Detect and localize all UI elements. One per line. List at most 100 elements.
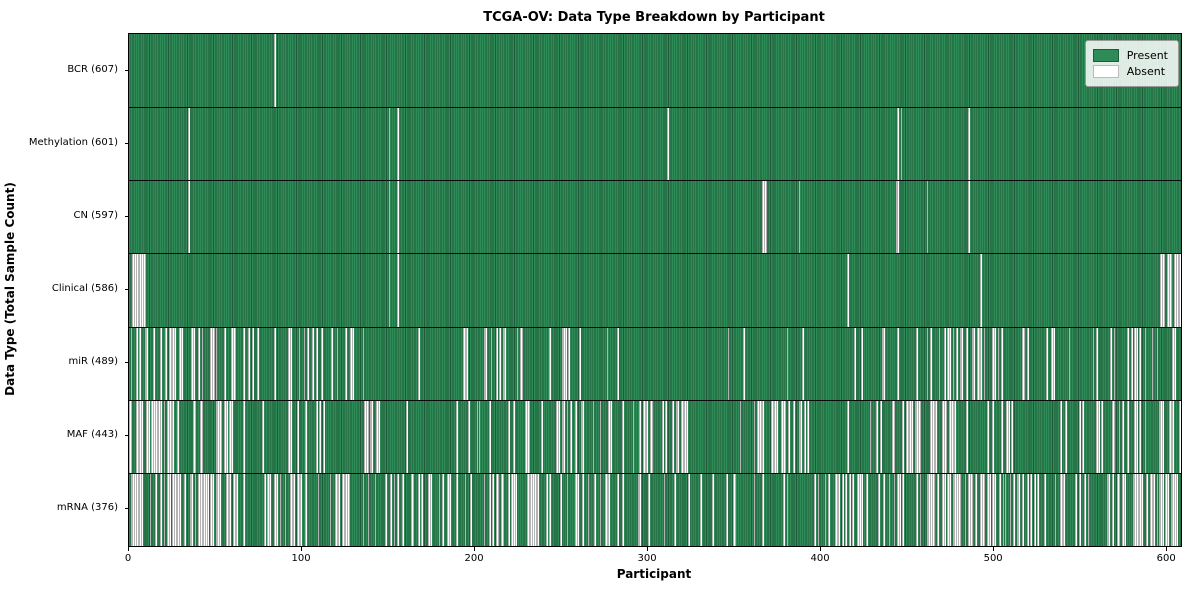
absent-mark [712, 473, 714, 546]
absent-mark [201, 473, 204, 546]
absent-mark [1006, 400, 1008, 473]
absent-mark [1167, 254, 1169, 327]
absent-mark [469, 473, 472, 546]
y-tick-label-miR: miR (489) [68, 356, 118, 368]
absent-mark [563, 327, 566, 400]
absent-mark [644, 400, 647, 473]
absent-mark [442, 473, 444, 546]
absent-mark [462, 327, 465, 400]
absent-mark [1136, 327, 1138, 400]
absent-mark [956, 327, 958, 400]
absent-mark [212, 327, 214, 400]
absent-mark [530, 473, 533, 546]
absent-mark [1052, 327, 1055, 400]
absent-mark [964, 473, 967, 546]
absent-mark [876, 400, 879, 473]
x-tick-mark [1165, 547, 1167, 551]
absent-mark [1111, 400, 1114, 473]
absent-mark [141, 400, 143, 473]
absent-mark [949, 400, 951, 473]
absent-mark [883, 473, 886, 546]
absent-mark [684, 400, 687, 473]
absent-mark [130, 400, 133, 473]
absent-mark [322, 400, 325, 473]
absent-mark [727, 327, 730, 400]
absent-mark [1110, 327, 1112, 400]
absent-mark [199, 400, 202, 473]
absent-mark [836, 473, 839, 546]
absent-mark [879, 400, 882, 473]
absent-mark [1160, 254, 1162, 327]
absent-mark [847, 400, 849, 473]
absent-mark [1151, 327, 1154, 400]
absent-mark [966, 327, 969, 400]
absent-mark [1174, 473, 1176, 546]
absent-mark [502, 327, 505, 400]
y-tick-mark [125, 435, 129, 437]
absent-mark [148, 400, 150, 473]
absent-mark [1161, 400, 1164, 473]
absent-mark [935, 400, 938, 473]
absent-mark [205, 473, 207, 546]
absent-mark [1134, 327, 1136, 400]
absent-mark [348, 473, 351, 546]
absent-mark [582, 473, 585, 546]
absent-mark [224, 327, 226, 400]
absent-mark [841, 473, 844, 546]
absent-mark [1016, 473, 1019, 546]
absent-mark [1061, 473, 1064, 546]
absent-mark [528, 473, 531, 546]
absent-mark [464, 473, 467, 546]
absent-mark [135, 254, 138, 327]
absent-mark [1004, 473, 1007, 546]
absent-mark [540, 400, 543, 473]
absent-mark [167, 400, 169, 473]
absent-mark [1139, 400, 1142, 473]
absent-mark [687, 473, 690, 546]
y-tick-label-MAF: MAF (443) [66, 429, 118, 441]
absent-mark [293, 473, 296, 546]
absent-mark [193, 400, 195, 473]
absent-mark [231, 327, 233, 400]
absent-mark [943, 473, 946, 546]
absent-mark [243, 473, 245, 546]
absent-mark [483, 473, 486, 546]
absent-mark [942, 400, 944, 473]
x-tick-mark [473, 547, 475, 551]
absent-mark [456, 473, 458, 546]
absent-mark [1030, 473, 1033, 546]
absent-mark [513, 473, 515, 546]
absent-mark [179, 327, 181, 400]
absent-mark [1177, 254, 1180, 327]
absent-mark [888, 473, 891, 546]
row-Clinical [129, 253, 1181, 327]
absent-mark [997, 327, 1000, 400]
absent-mark [411, 473, 413, 546]
absent-mark [160, 400, 162, 473]
absent-mark [175, 473, 178, 546]
absent-mark [919, 473, 922, 546]
x-tick-label-600: 600 [1156, 553, 1176, 564]
absent-mark [895, 181, 898, 254]
absent-mark [488, 400, 491, 473]
absent-mark [397, 181, 399, 254]
absent-mark [485, 327, 488, 400]
absent-mark [248, 327, 251, 400]
absent-mark [897, 181, 899, 254]
absent-mark [853, 327, 856, 400]
absent-mark [231, 400, 233, 473]
absent-mark [504, 327, 507, 400]
absent-mark [665, 400, 668, 473]
absent-mark [526, 400, 529, 473]
absent-mark [1170, 254, 1173, 327]
absent-mark [352, 327, 354, 400]
absent-mark [172, 327, 174, 400]
x-tick-label-400: 400 [810, 553, 830, 564]
absent-mark [957, 473, 960, 546]
absent-mark [916, 473, 918, 546]
absent-mark [893, 473, 896, 546]
absent-mark [191, 327, 193, 400]
absent-mark [931, 473, 934, 546]
absent-mark [914, 400, 917, 473]
absent-mark [987, 473, 989, 546]
